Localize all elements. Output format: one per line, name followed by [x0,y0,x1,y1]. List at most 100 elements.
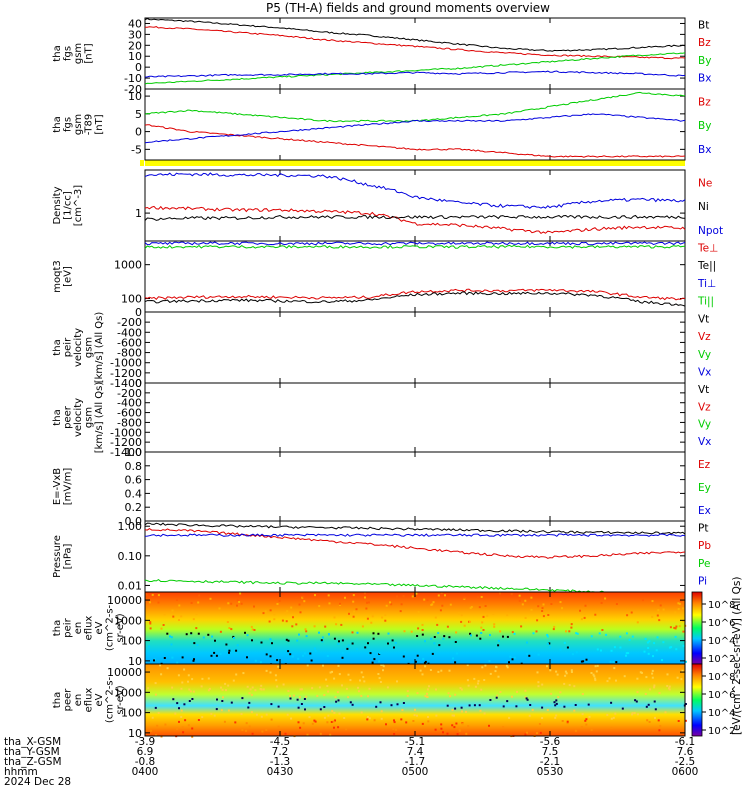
ytick-label: 0 [135,61,142,74]
time-axis-value: 7.5 [542,746,559,758]
panel-frame [144,17,686,90]
legend-entry: Te⊥ [697,242,718,254]
ytick-label: 0 [135,306,142,319]
panel-peer_spec: 10 100 1000 10000 tha peer en eflux eV (cm^2-s-sr… [52,663,687,740]
ylabel-line: peer [63,688,74,712]
ytick-label: 10 [128,727,142,740]
colorbar-tick: 10^2 [708,726,735,737]
legend-entry: Bz [698,97,711,109]
time-axis-value: 0430 [267,766,294,778]
time-axis-value: -4.5 [270,736,291,748]
legend-entry: Ey [698,482,711,494]
panel-peir_spec: 10 100 1000 10000 tha peir en eflux eV (cm^2-s-sr… [52,591,687,668]
time-axis-value: -2.5 [675,756,696,768]
ytick-label: 1.00 [118,520,143,533]
colorbar-top [691,591,703,665]
time-axis-value: -0.8 [135,756,156,768]
ytick-label: 100 [121,707,142,720]
time-axis-value: -2.1 [540,756,561,768]
spectrogram-texture [147,664,687,738]
colorbar-tick: 10^2 [708,654,735,665]
ytick-label: -200 [117,387,142,400]
time-axis-value: 7.2 [272,746,289,758]
ytick-label: 10000 [107,666,142,679]
time-axis-value: -5.6 [540,736,561,748]
legend-entry: Vx [698,436,711,448]
ylabel-line: tha [52,409,63,425]
panel-efield: 0.00.20.40.60.81.0 E=-VxB [mV/m] Ez Ey Ex [52,446,711,528]
panel-frame [144,451,686,522]
ytick-label: -10 [124,72,142,85]
ytick-label: 0 [135,126,142,139]
legend-entry: Bx [698,73,711,85]
ytick-label: 0.6 [125,474,143,487]
ytick-label: 1000 [114,614,142,627]
ylabel-line: velocity [73,328,84,367]
series-line-temps-3 [144,244,686,249]
time-axis-value: 0530 [537,766,564,778]
time-axis-value: 7.6 [677,746,694,758]
colorbar-tick: 10^4 [708,636,735,647]
series-line-fgs-0 [144,18,686,52]
time-axis-row-label: hhmm [4,766,38,778]
ylabel-line: [mV/m] [63,468,74,506]
ylabel-line: [cm^-3] [73,185,84,226]
legend-entry: Ez [698,459,711,471]
time-axis-value: 0400 [132,766,159,778]
ylabel-line: (cm^2-s- [105,604,116,651]
legend-entry: Pb [698,540,711,552]
time-axis-row-label: tha_Z-GSM [4,756,62,768]
panel-pressure: 0.01 0.10 1.00 Pressure [nPa] Pt Pb Pe Pi [52,520,711,593]
ytick-label: 0.8 [125,460,143,473]
ytick-label: 0.4 [125,487,143,500]
ytick-label: 10 [128,50,142,63]
legend-entry: By [698,55,711,67]
ylabel-line: sr-eV) [115,613,126,642]
time-axis-value: -5.1 [405,736,426,748]
series-line-pressure-3 [144,533,686,537]
legend-entry: Bt [698,19,709,31]
series-line-fgs-3 [144,70,686,78]
ylabel-line: eV [94,621,105,634]
ylabel-line: en [73,694,84,707]
spectrogram-peer_spec [145,664,685,736]
colorbar-tick: 10^6 [708,618,735,629]
ylabel-line: [km/s] (All Qs) [94,312,105,384]
ylabel-line: gsm [84,407,95,428]
ytick-label: 5 [135,108,142,121]
ytick-label: -600 [117,336,142,349]
ytick-label: -800 [117,416,142,429]
legend-entry: Vy [698,349,711,361]
colorbar-bottom [691,663,703,737]
ylabel-line: eflux [84,688,95,713]
ylabel-line: tha [52,692,63,708]
legend-entry: Ne [698,178,712,190]
legend-entry: Vy [698,419,711,431]
series-line-pressure-1 [144,527,686,559]
ylabel-line: fgs [63,46,74,61]
ylabel-line: tha [52,116,63,132]
spectrogram-peir_spec [145,592,685,664]
series-line-temps-1 [144,291,686,307]
ytick-label: 100 [121,635,142,648]
series-line-fgs_dsl-2 [144,113,686,144]
ytick-label: -1200 [110,436,142,449]
ytick-label: -1000 [110,426,142,439]
ytick-label: 0.10 [118,550,143,563]
ylabel-line: -T89 [84,114,95,136]
ylabel-line: sr-eV) [115,685,126,714]
ylabel-line: E=-VxB [52,468,63,505]
ytick-label: 1 [135,207,142,220]
ytick-label: 1000 [114,259,142,272]
ylabel-line: velocity [73,398,84,437]
panel-frame [144,240,686,313]
ylabel-line: en [73,622,84,635]
ylabel-line: Density [52,186,63,224]
panel-density: 1 Density [1/cc] [cm^-3] Ne Ni Npot [52,169,723,242]
panel-frame [144,169,686,242]
legend-entry: Ti⊥ [697,278,716,290]
ylabel-line: [1/cc] [63,191,74,220]
